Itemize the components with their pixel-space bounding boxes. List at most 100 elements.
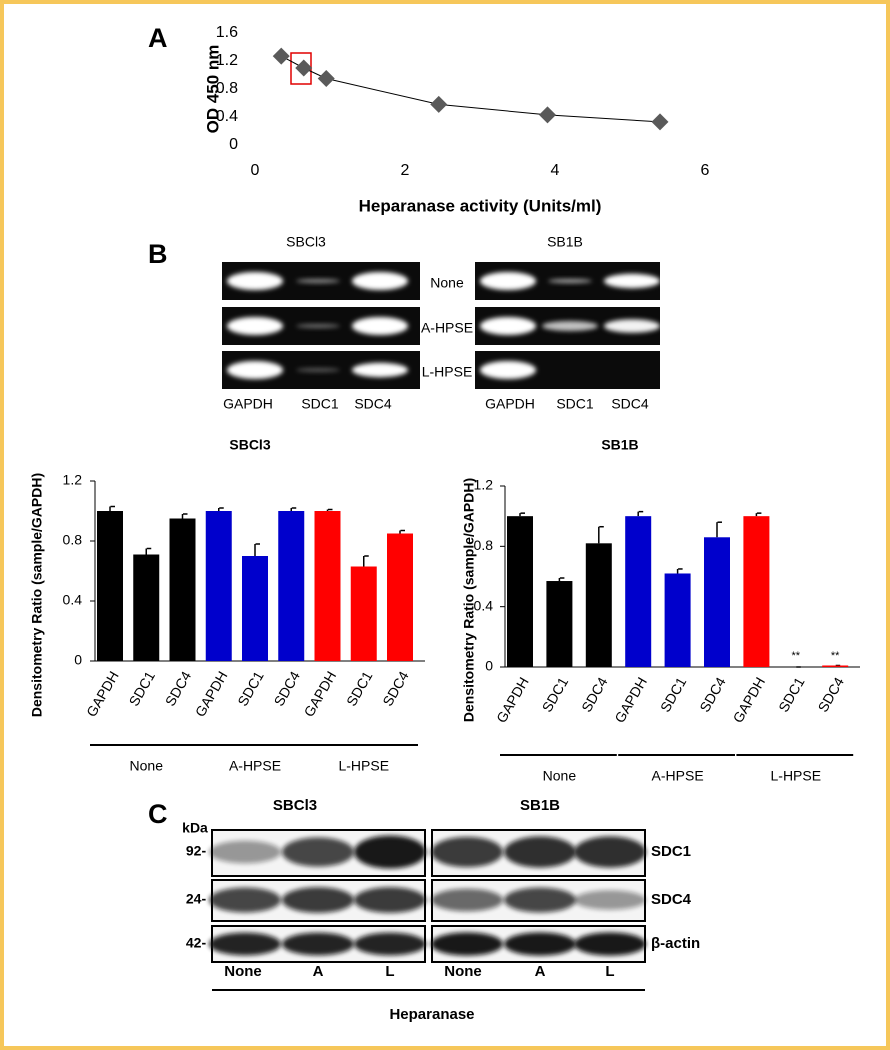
gel-band [604,273,660,289]
bar [314,511,341,661]
lane-label: GAPDH [485,396,535,412]
blot-band [209,840,281,864]
blot-band [431,888,503,912]
significance-label: ** [792,650,801,662]
bar [664,573,691,667]
blot-band [574,836,646,868]
panel-label: B [148,239,168,269]
gel-title: SB1B [547,234,583,250]
blot-band [431,836,503,868]
gel-band [352,317,408,335]
point [539,106,556,124]
gel-band [296,324,340,328]
blot-band [282,932,354,956]
y-tick-label: 0.8 [216,80,238,97]
gel-band [352,362,408,378]
x-tick-label: 2 [401,162,410,179]
gel-title: SBCl3 [286,234,326,250]
blot-band [504,887,576,913]
bar [350,566,377,661]
gel-band [352,272,408,290]
blot-band [209,932,281,956]
point [317,70,335,87]
bar [704,537,730,667]
gel-band [227,272,283,290]
blot-band [354,932,426,956]
y-tick-label: 0.8 [474,537,494,553]
y-axis-label: Densitometry Ratio (sample/GAPDH) [461,478,477,722]
bar [625,516,652,667]
blot-band [574,932,646,956]
group-label: None [543,768,577,784]
marker-label: 42- [186,935,207,951]
y-tick-label: 0.8 [63,532,83,548]
bar [169,518,196,661]
gel-band [542,321,598,331]
marker-label: 92- [186,843,207,859]
blot-band [574,890,646,910]
chart-title: SB1B [601,437,638,453]
y-tick-label: 1.2 [63,472,83,488]
lane-label: A [535,963,546,980]
gel-band [227,317,283,335]
y-axis-label: Densitometry Ratio (sample/GAPDH) [29,473,45,717]
blot-band [209,887,281,913]
bar [585,543,612,667]
lane-label: SDC4 [611,396,649,412]
x-axis-label: Heparanase activity (Units/ml) [359,196,602,215]
blot-band [354,887,426,913]
gel-band [296,368,340,372]
y-tick-label: 0 [485,658,493,674]
blot-band [282,837,354,867]
blot-band [431,932,503,956]
lane-label: None [444,963,482,980]
bar [97,511,123,661]
bar [743,516,770,667]
lane-label: SDC1 [556,396,594,412]
lane-label: SDC1 [301,396,339,412]
bar [242,556,268,661]
point [430,95,448,113]
gel-band [548,279,592,283]
chart-title: SBCl3 [229,437,270,453]
gel-band [480,361,536,379]
significance-label: ** [831,650,840,662]
group-label: A-HPSE [652,768,704,784]
group-label: None [130,758,164,774]
protein-label: SDC4 [651,891,692,908]
y-tick-label: 0 [74,652,82,668]
y-tick-label: 1.2 [216,52,238,69]
point [651,113,669,131]
gel-band [227,361,283,379]
lane-label: GAPDH [223,396,273,412]
protein-label: β-actin [651,935,700,952]
gel-band [480,317,536,335]
gel-band [604,319,660,333]
panel-label: A [148,23,168,53]
group-label: A-HPSE [229,758,281,774]
bar [205,511,232,661]
blot-title: SB1B [520,797,560,814]
blot-band [282,887,354,913]
panel-label: C [148,799,168,829]
x-tick-label: 6 [701,162,710,179]
condition-label: A-HPSE [421,320,473,336]
y-tick-label: 0.4 [474,597,494,613]
gel-band [480,272,536,290]
marker-label: 24- [186,891,207,907]
bar [133,554,160,661]
condition-label: None [430,275,464,291]
blot-band [354,835,426,869]
x-tick-label: 0 [251,162,260,179]
gel-band [296,279,340,283]
group-label: L-HPSE [338,758,389,774]
unit-label: kDa [182,820,208,836]
bar [546,581,573,667]
y-tick-label: 1.2 [474,477,494,493]
bar [507,516,533,667]
x-tick-label: 4 [551,162,560,179]
bar [387,533,413,661]
lane-label: L [605,963,614,980]
